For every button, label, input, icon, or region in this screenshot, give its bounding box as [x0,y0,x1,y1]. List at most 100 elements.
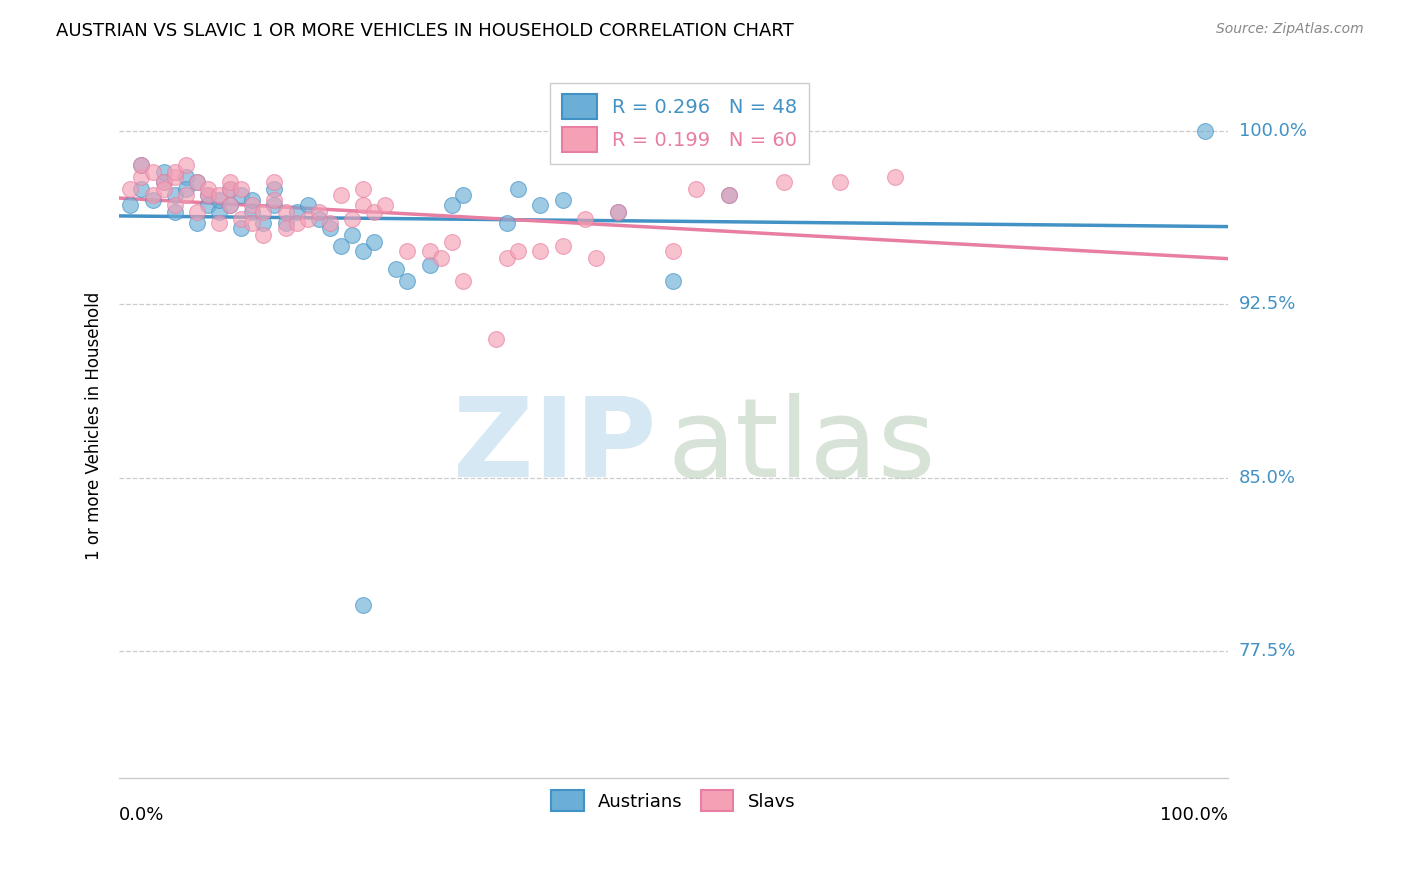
Text: 85.0%: 85.0% [1239,468,1296,486]
Point [208,216,231,230]
Text: 100.0%: 100.0% [1239,122,1306,140]
Point [352,181,374,195]
Point [163,169,186,184]
Point [208,204,231,219]
Point [219,181,242,195]
Point [152,175,174,189]
Point [308,211,330,226]
Point [485,332,508,346]
Point [231,211,253,226]
Point [197,181,219,195]
Point [297,198,319,212]
Point [551,239,574,253]
Point [607,204,630,219]
Point [240,216,263,230]
Point [208,188,231,202]
Point [219,181,242,195]
Point [329,239,352,253]
Point [186,216,208,230]
Point [319,220,342,235]
Point [340,211,363,226]
Point [240,193,263,207]
Point [197,188,219,202]
Point [508,181,530,195]
Point [662,274,685,288]
Point [352,198,374,212]
Point [240,204,263,219]
Point [374,198,396,212]
Point [163,188,186,202]
Point [231,181,253,195]
Point [496,216,519,230]
Point [440,235,463,249]
Point [419,258,441,272]
Point [419,244,441,258]
Point [585,251,607,265]
Point [131,169,153,184]
Point [285,204,308,219]
Text: ZIP: ZIP [453,393,657,500]
Point [263,198,285,212]
Point [274,216,297,230]
Point [363,235,385,249]
Point [529,244,551,258]
Point [141,193,163,207]
Point [152,165,174,179]
Point [396,274,419,288]
Point [385,262,408,277]
Point [231,188,253,202]
Y-axis label: 1 or more Vehicles in Household: 1 or more Vehicles in Household [86,292,103,559]
Text: 77.5%: 77.5% [1239,642,1296,660]
Point [662,244,685,258]
Point [120,198,142,212]
Point [219,198,242,212]
Text: atlas: atlas [668,393,936,500]
Point [329,188,352,202]
Point [197,188,219,202]
Point [263,193,285,207]
Point [186,204,208,219]
Legend: Austrians, Slavs: Austrians, Slavs [544,783,803,818]
Point [529,198,551,212]
Point [174,158,197,172]
Point [131,181,153,195]
Point [508,244,530,258]
Point [174,181,197,195]
Point [274,220,297,235]
Point [717,188,740,202]
Point [186,175,208,189]
Point [231,220,253,235]
Point [208,193,231,207]
Point [186,175,208,189]
Point [308,204,330,219]
Point [252,216,274,230]
Point [274,204,297,219]
Point [451,188,474,202]
Point [884,169,907,184]
Point [163,165,186,179]
Point [163,204,186,219]
Point [163,198,186,212]
Point [319,216,342,230]
Point [429,251,451,265]
Point [363,204,385,219]
Point [396,244,419,258]
Point [285,216,308,230]
Point [685,181,707,195]
Point [219,175,242,189]
Point [352,244,374,258]
Point [773,175,796,189]
Point [607,204,630,219]
Point [252,204,274,219]
Text: 0.0%: 0.0% [120,806,165,824]
Point [120,181,142,195]
Point [219,198,242,212]
Point [131,158,153,172]
Point [141,188,163,202]
Point [152,175,174,189]
Point [340,227,363,242]
Point [240,198,263,212]
Point [297,211,319,226]
Point [263,181,285,195]
Point [551,193,574,207]
